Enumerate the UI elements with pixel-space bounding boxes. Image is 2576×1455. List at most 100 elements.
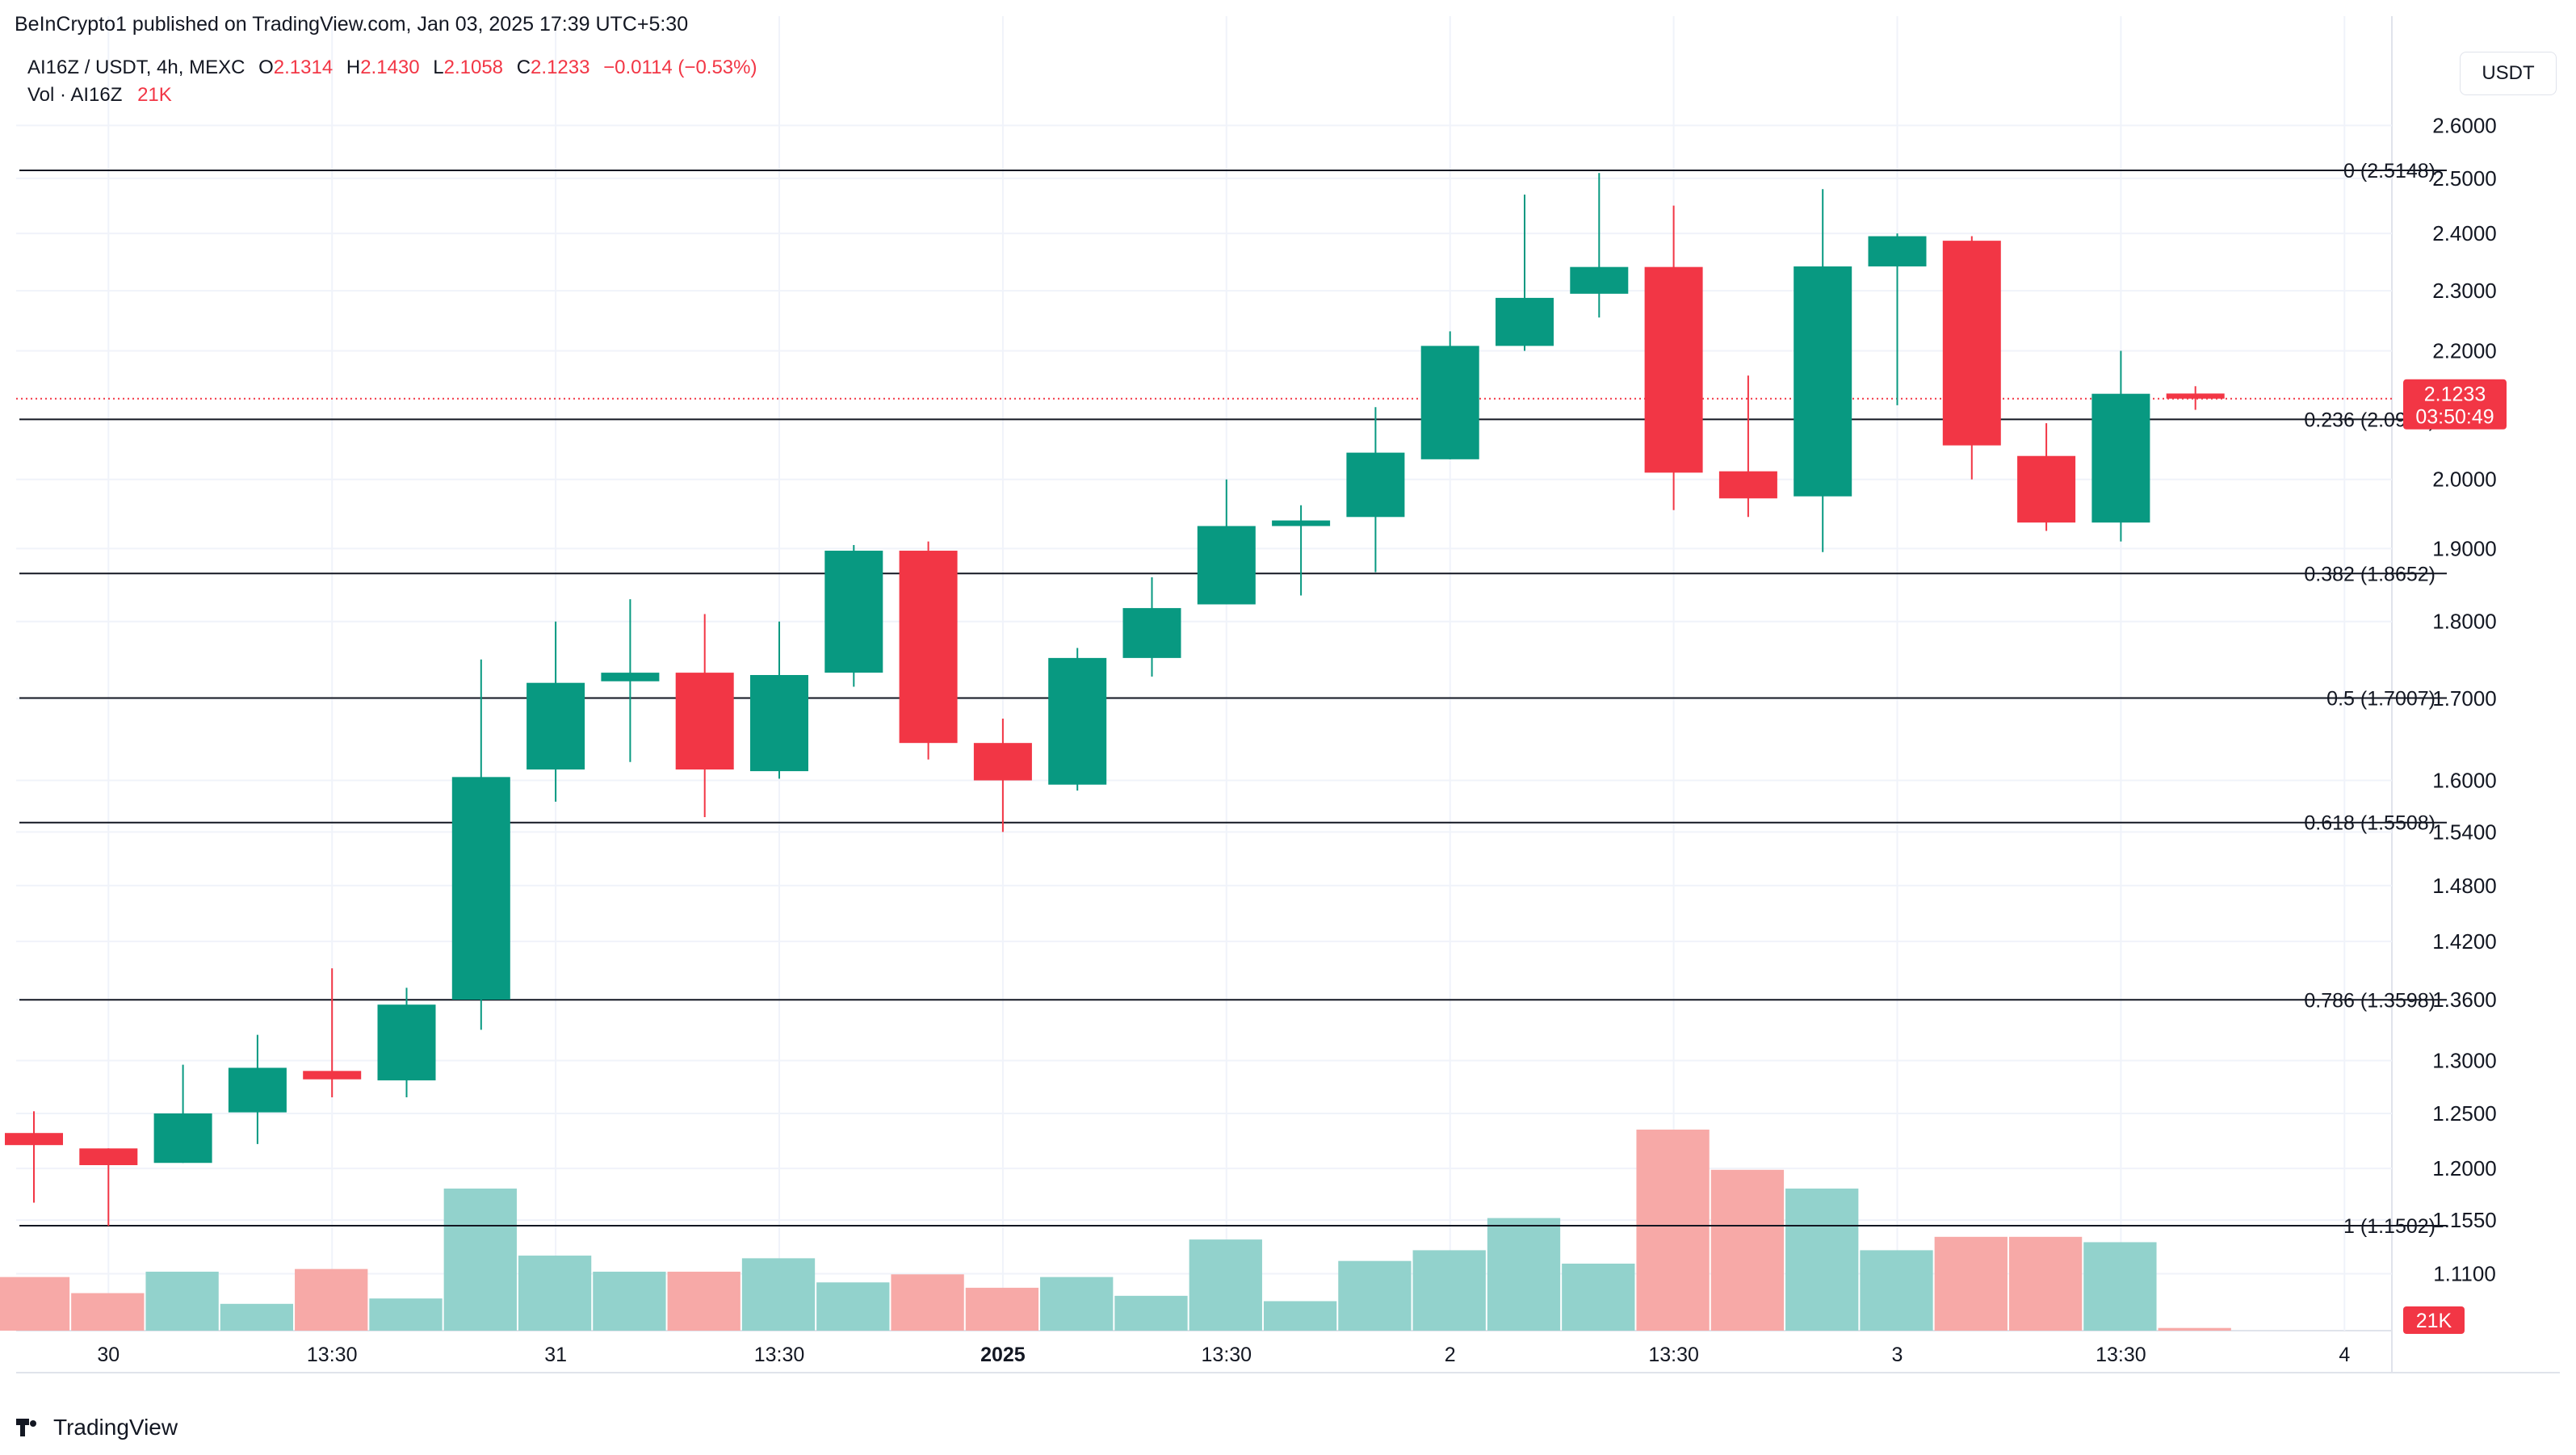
price-axis[interactable]: 2.6000 2.5000 2.4000 2.3000 2.2000 2.0000 1.90… (2432, 113, 2497, 1285)
y-tick-label: 1.1550 (2432, 1208, 2497, 1232)
volume-bar (1562, 1264, 1635, 1331)
x-tick-label: 13:30 (754, 1344, 805, 1366)
time-axis[interactable]: 30 13:30 31 13:30 2025 13:30 2 13:30 3 13:30 4 (97, 1344, 2350, 1366)
volume-bar (518, 1256, 592, 1331)
candle-body (451, 777, 510, 1000)
volume-bar (369, 1298, 443, 1331)
volume-bar (1412, 1250, 1486, 1331)
volume-bar (1338, 1260, 1412, 1331)
y-tick-label: 2.4000 (2432, 221, 2497, 245)
x-tick-label: 13:30 (1648, 1344, 1699, 1366)
y-tick-label: 2.6000 (2432, 113, 2497, 137)
volume-bar (1114, 1295, 1188, 1331)
y-tick-label: 1.3600 (2432, 987, 2497, 1012)
candle-body (1942, 241, 2001, 446)
fib-label-0.618: 0.618 (1.5508) (2304, 812, 2435, 835)
volume-bar (1189, 1239, 1262, 1331)
candle-body (824, 551, 883, 673)
x-tick-label: 2025 (980, 1344, 1026, 1366)
y-tick-label: 1.2000 (2432, 1156, 2497, 1180)
y-tick-label: 2.0000 (2432, 468, 2497, 492)
last-volume-value: 21K (2416, 1310, 2452, 1332)
candle-body (1644, 266, 1703, 473)
currency-button[interactable]: USDT (2460, 52, 2557, 95)
volume-bar (667, 1271, 740, 1331)
y-tick-label: 2.5000 (2432, 166, 2497, 191)
volume-bar (593, 1271, 666, 1331)
bar-countdown: 03:50:49 (2415, 406, 2494, 429)
candle-body (1570, 266, 1629, 294)
candle-body (1272, 520, 1331, 526)
ohlc-high: H2.1430 (346, 57, 420, 78)
candle-body (303, 1071, 362, 1080)
volume-bar (2008, 1236, 2083, 1331)
candlesticks (5, 173, 2225, 1226)
volume-bar (1860, 1250, 1933, 1331)
x-tick-label: 31 (544, 1344, 567, 1366)
y-tick-label: 1.9000 (2432, 536, 2497, 560)
volume-label[interactable]: Vol · AI16Z (27, 84, 123, 106)
y-tick-label: 1.4200 (2432, 929, 2497, 954)
candle-body (153, 1113, 212, 1164)
y-tick-label: 1.5400 (2432, 820, 2497, 844)
volume-bar (2083, 1242, 2157, 1331)
candle-body (228, 1067, 287, 1113)
volume-legend: Vol · AI16Z 21K (27, 84, 172, 107)
candle-body (377, 1004, 436, 1081)
volume-bar (1487, 1218, 1561, 1331)
candle-body (79, 1148, 138, 1166)
x-tick-label: 13:30 (1202, 1344, 1252, 1366)
volume-bar (891, 1274, 964, 1331)
candle-body (750, 675, 808, 772)
volume-bar (816, 1282, 890, 1331)
x-tick-label: 2 (1445, 1344, 1456, 1366)
price-change: −0.0114 (−0.53%) (603, 57, 757, 78)
x-tick-label: 13:30 (307, 1344, 358, 1366)
tradingview-branding[interactable]: TradingView (16, 1415, 178, 1440)
candle-body (1346, 452, 1405, 518)
last-price-value: 2.1233 (2424, 384, 2486, 406)
volume-bar (71, 1293, 145, 1331)
fib-label-0.5: 0.5 (1.7007) (2326, 688, 2435, 711)
candle-body (1718, 471, 1777, 499)
brand-name: TradingView (53, 1415, 178, 1440)
x-tick-label: 13:30 (2096, 1344, 2146, 1366)
symbol-name[interactable]: AI16Z / USDT, 4h, MEXC (27, 57, 245, 78)
y-tick-label: 1.6000 (2432, 769, 2497, 793)
volume-bar (1710, 1169, 1785, 1331)
fib-label-0.382: 0.382 (1.8652) (2304, 563, 2435, 585)
candle-body (899, 551, 958, 744)
ohlc-low: L2.1058 (433, 57, 504, 78)
y-tick-label: 1.1100 (2433, 1261, 2496, 1285)
candle-body (1420, 346, 1479, 459)
y-tick-label: 1.3000 (2432, 1048, 2497, 1072)
volume-bar (220, 1303, 294, 1331)
volume-bar (2158, 1327, 2231, 1331)
volume-bar (295, 1268, 368, 1331)
grid-lines (16, 16, 2560, 1373)
volume-bar (1785, 1189, 1859, 1331)
volume-bar (443, 1189, 517, 1331)
volume-bar (145, 1271, 219, 1331)
ohlc-close: C2.1233 (516, 57, 590, 78)
candle-body (1048, 657, 1107, 785)
volume-bar (1040, 1277, 1114, 1331)
candle-body (2091, 393, 2150, 523)
ohlc-open: O2.1314 (258, 57, 334, 78)
y-tick-label: 1.7000 (2432, 686, 2497, 711)
candle-body (1197, 526, 1256, 605)
candle-body (973, 743, 1032, 781)
candle-body (1794, 266, 1852, 497)
x-tick-label: 3 (1892, 1344, 1903, 1366)
volume-bar (741, 1258, 816, 1331)
y-tick-label: 1.4800 (2432, 874, 2497, 898)
x-tick-label: 4 (2339, 1344, 2350, 1366)
candle-body (5, 1133, 63, 1146)
candle-body (2166, 393, 2225, 399)
volume-value: 21K (137, 84, 172, 106)
last-volume-badge (2403, 1306, 2465, 1334)
y-tick-label: 1.2500 (2432, 1101, 2497, 1126)
volume-bar (965, 1287, 1039, 1331)
